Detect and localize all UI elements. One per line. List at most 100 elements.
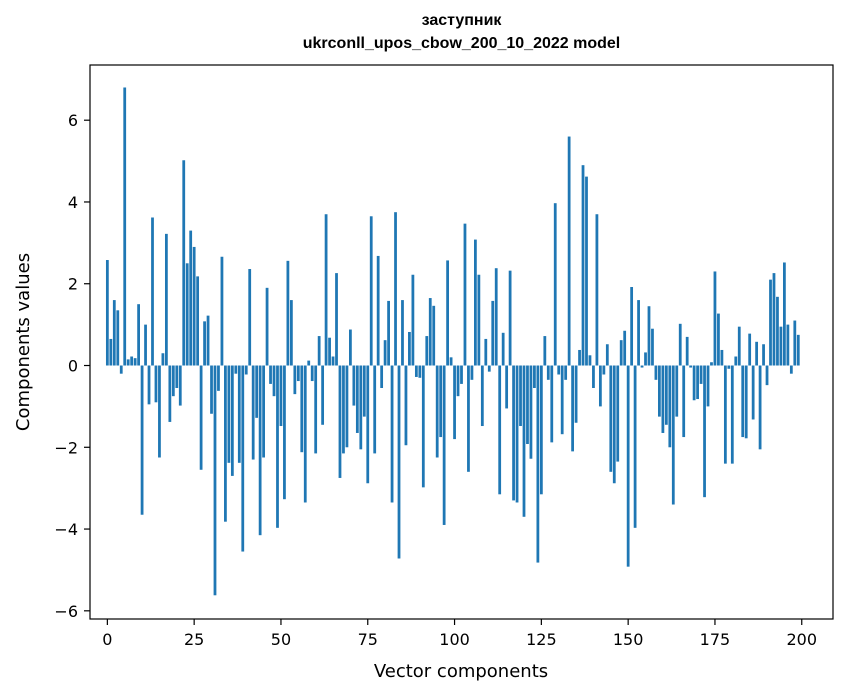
bar xyxy=(324,214,328,366)
bar xyxy=(119,365,123,374)
bar xyxy=(210,365,213,414)
bar xyxy=(602,365,606,375)
bar xyxy=(619,340,623,366)
bar xyxy=(519,365,522,427)
bar xyxy=(421,365,425,488)
bar xyxy=(317,336,321,366)
bar xyxy=(408,331,411,366)
bar xyxy=(241,365,245,552)
bar xyxy=(130,356,134,366)
bar xyxy=(484,338,488,366)
bar xyxy=(300,365,304,453)
bar xyxy=(730,365,734,464)
bar xyxy=(682,365,686,438)
bar xyxy=(713,271,717,366)
bar xyxy=(796,334,800,366)
bar xyxy=(456,365,460,397)
bar xyxy=(463,223,467,366)
bar xyxy=(696,365,699,400)
y-tick-label: 6 xyxy=(68,111,78,130)
bar xyxy=(376,255,380,366)
bar xyxy=(432,305,436,366)
bar xyxy=(230,365,234,476)
bar xyxy=(338,365,342,478)
bar xyxy=(526,365,529,445)
bar xyxy=(227,365,231,463)
bar xyxy=(192,246,196,366)
bar xyxy=(435,365,439,458)
bar xyxy=(737,326,741,366)
bar xyxy=(248,269,252,366)
bar xyxy=(553,203,557,366)
bar xyxy=(442,365,446,525)
bar xyxy=(203,321,206,366)
bar xyxy=(699,365,703,384)
bar xyxy=(491,300,495,366)
bar xyxy=(154,365,158,403)
bar xyxy=(206,315,210,366)
x-axis-label: Vector components xyxy=(374,661,548,682)
bar xyxy=(675,365,679,417)
bar xyxy=(480,365,484,427)
bar xyxy=(609,365,613,472)
bar xyxy=(578,349,581,366)
bar xyxy=(692,365,696,401)
bar xyxy=(213,365,217,596)
bar xyxy=(321,365,325,425)
bar xyxy=(779,326,783,366)
bar xyxy=(380,365,384,388)
bar xyxy=(286,260,290,366)
bar xyxy=(467,365,470,472)
bar xyxy=(234,365,238,374)
bar xyxy=(592,365,595,388)
bar xyxy=(585,176,588,366)
x-tick-label: 0 xyxy=(102,630,112,649)
bar xyxy=(303,365,307,503)
bar xyxy=(335,273,338,366)
bar xyxy=(748,333,752,366)
bar xyxy=(199,365,203,470)
x-tick-label: 100 xyxy=(439,630,470,649)
bar xyxy=(182,160,186,366)
bar xyxy=(533,365,536,388)
bar xyxy=(637,300,640,366)
bar xyxy=(710,362,713,366)
bar xyxy=(658,365,661,417)
bar xyxy=(647,306,651,366)
bar xyxy=(220,256,224,366)
bar xyxy=(616,365,620,462)
bar xyxy=(498,365,502,495)
bar xyxy=(189,230,193,366)
bar xyxy=(512,365,515,501)
bar xyxy=(633,365,637,528)
bar xyxy=(404,365,408,446)
bar xyxy=(244,365,248,375)
bar xyxy=(293,365,297,395)
bar xyxy=(279,365,283,427)
bar xyxy=(505,365,509,409)
axes-frame xyxy=(89,64,834,620)
y-tick-label: 2 xyxy=(68,275,78,294)
bar xyxy=(477,274,481,366)
bar xyxy=(147,365,151,405)
bar xyxy=(345,365,349,448)
bar xyxy=(703,365,706,498)
bar xyxy=(411,274,415,366)
bar xyxy=(671,365,675,505)
bar xyxy=(564,365,568,380)
bar xyxy=(487,365,491,372)
bar xyxy=(140,365,144,515)
bar xyxy=(175,365,179,388)
bar xyxy=(741,365,745,438)
bar xyxy=(605,344,609,366)
bar xyxy=(262,365,265,458)
bar xyxy=(289,300,293,366)
bar xyxy=(786,324,790,366)
bar xyxy=(515,365,519,503)
x-tick-label: 175 xyxy=(700,630,731,649)
x-tick-label: 200 xyxy=(786,630,817,649)
bar xyxy=(428,298,432,366)
bar xyxy=(651,328,654,366)
bar xyxy=(574,365,578,423)
bar xyxy=(536,365,540,563)
